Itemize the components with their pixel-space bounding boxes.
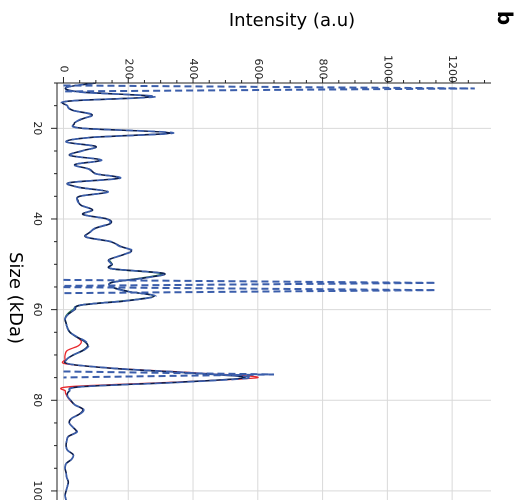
series-line-green [64,259,163,356]
x-tick-label: 80 [31,393,44,407]
x-axis-label: Size (kDa) [5,252,26,344]
x-tick-label: 20 [31,121,44,135]
y-tick-label: 1000 [381,55,394,83]
peak-marker [63,286,436,295]
series-line-blue-dashed [60,82,253,500]
axes: 0 200 400 600 800 1000 1200 20 40 60 80 100 [31,55,491,500]
y-tick-label: 200 [122,59,135,80]
y-tick-label: 1200 [446,55,459,83]
y-tick-label: 600 [252,59,265,80]
peak-marker [63,278,436,287]
peak-marker [63,370,275,379]
peak-marker [63,84,475,93]
panel-label: b [493,11,517,25]
series-line-red [60,336,259,442]
x-tick-label: 60 [31,303,44,317]
y-axis-label: Intensity (a.u) [229,10,355,31]
y-tick-label: 800 [317,59,330,80]
x-tick-label: 100 [31,480,44,500]
plot-area [60,82,475,500]
y-tick-label: 400 [187,59,200,80]
x-tick-label: 40 [31,212,44,226]
y-tick-label: 0 [57,66,70,73]
